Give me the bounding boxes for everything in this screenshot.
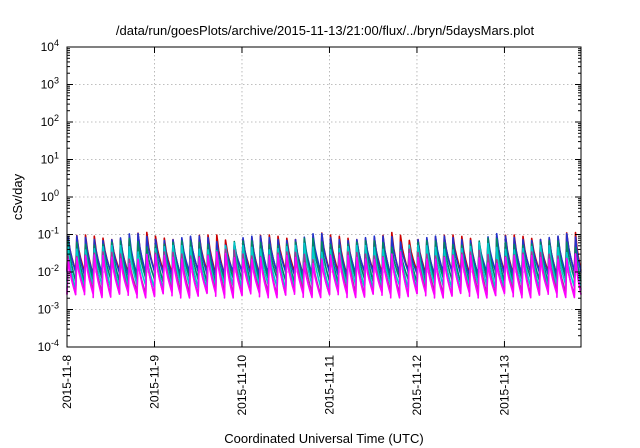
y-tick-label: 103 xyxy=(41,76,59,92)
x-tick-label: 2015-11-9 xyxy=(147,355,161,409)
series-layer xyxy=(66,231,582,299)
y-tick-label: 100 xyxy=(41,188,59,204)
x-axis-label: Coordinated Universal Time (UTC) xyxy=(224,431,423,446)
y-tick-label: 102 xyxy=(41,113,59,129)
x-tick-label: 2015-11-13 xyxy=(497,355,511,416)
series-line xyxy=(66,251,582,299)
grid xyxy=(67,47,581,347)
y-tick-label: 10-4 xyxy=(38,338,59,354)
y-axis-label: cSv/day xyxy=(10,173,25,220)
x-tick-label: 2015-11-12 xyxy=(410,355,424,416)
x-tick-label: 2015-11-10 xyxy=(235,355,249,416)
x-ticks: 2015-11-8 2015-11-9 2015-11-10 2015-11-11 20… xyxy=(60,47,511,416)
y-tick-label: 104 xyxy=(41,38,59,54)
y-tick-label: 10-1 xyxy=(38,226,59,242)
y-tick-label: 101 xyxy=(41,151,59,167)
y-ticks: 10-4 10-3 10-2 10-1 100 101 102 103 104 xyxy=(38,38,581,354)
chart-title: /data/run/goesPlots/archive/2015-11-13/2… xyxy=(116,23,535,38)
x-tick-label: 2015-11-8 xyxy=(60,355,74,409)
x-tick-label: 2015-11-11 xyxy=(322,355,336,415)
y-tick-label: 10-2 xyxy=(38,263,59,279)
y-tick-label: 10-3 xyxy=(38,301,59,317)
